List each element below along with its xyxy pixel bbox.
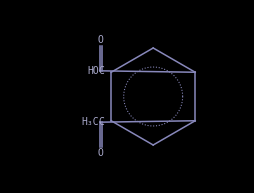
Text: O: O [98, 35, 103, 45]
Text: O: O [98, 148, 103, 158]
Text: C: C [98, 66, 103, 76]
Text: C: C [98, 117, 103, 127]
Text: H₃C: H₃C [81, 117, 99, 127]
Text: HO: HO [87, 66, 99, 76]
